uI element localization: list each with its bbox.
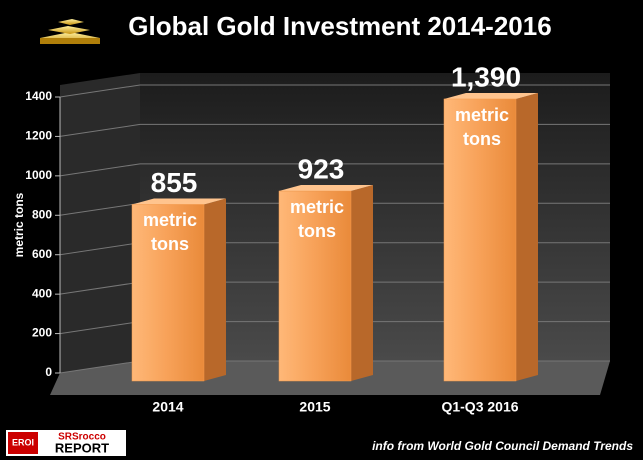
y-tick-label: 1200 (25, 129, 52, 143)
gold-bar (40, 38, 100, 44)
side-wall (60, 73, 140, 373)
value-label: 855 (151, 167, 198, 198)
x-tick-label: 2014 (152, 399, 183, 415)
y-tick-label: 800 (32, 207, 52, 221)
bar-annotation: metric tons (142, 210, 198, 255)
bar-side (351, 185, 373, 381)
bar-side (204, 198, 226, 381)
x-tick-label: Q1-Q3 2016 (441, 399, 518, 415)
logo-text: SRSrocco (58, 432, 106, 443)
gold-icon (40, 19, 100, 44)
chart-title: Global Gold Investment 2014-2016 (128, 11, 551, 41)
logo: EROI SRSrocco REPORT (6, 430, 126, 456)
bar (443, 98, 517, 382)
y-tick-label: 200 (32, 326, 52, 340)
bar-annotation: metric tons (289, 197, 345, 242)
bar-top (279, 185, 373, 192)
y-tick-label: 1000 (25, 168, 52, 182)
source-note: info from World Gold Council Demand Tren… (372, 439, 633, 453)
y-tick-label: 0 (45, 365, 52, 379)
bar-top (444, 92, 538, 99)
gold-bar (48, 26, 90, 34)
y-tick-label: 1400 (25, 89, 52, 103)
bar (131, 204, 205, 382)
y-axis-label: metric tons (12, 192, 26, 257)
bar-top (132, 198, 226, 205)
bar (278, 190, 352, 382)
y-tick-label: 400 (32, 286, 52, 300)
y-tick-label: 600 (32, 247, 52, 261)
value-label: 923 (298, 153, 345, 184)
bar-side (516, 92, 538, 381)
x-tick-label: 2015 (299, 399, 330, 415)
logo-badge (8, 432, 38, 454)
logo-badge-text: EROI (12, 437, 34, 447)
value-label: 1,390 (451, 61, 521, 92)
gold-bar (58, 19, 84, 25)
grid-line (59, 84, 610, 98)
logo-text: REPORT (55, 440, 109, 455)
bar-annotation: metric tons (454, 104, 510, 149)
